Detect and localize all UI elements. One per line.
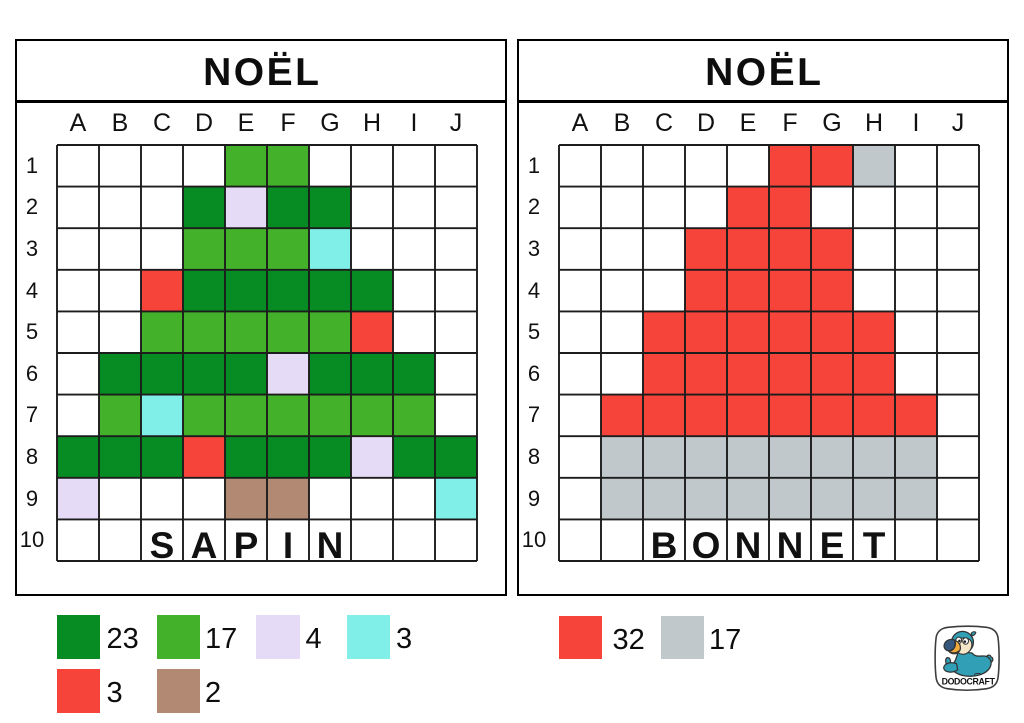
svg-text:N: N: [777, 525, 804, 562]
svg-text:P: P: [234, 525, 259, 562]
svg-text:N: N: [317, 525, 344, 562]
svg-text:E: E: [820, 525, 845, 562]
svg-text:A: A: [191, 525, 218, 562]
svg-text:N: N: [735, 525, 762, 562]
svg-text:O: O: [692, 525, 721, 562]
svg-text:DODOCRAFT: DODOCRAFT: [941, 676, 995, 686]
svg-text:S: S: [150, 525, 175, 562]
svg-text:B: B: [651, 525, 678, 562]
svg-text:I: I: [283, 525, 293, 562]
svg-text:T: T: [863, 525, 886, 562]
